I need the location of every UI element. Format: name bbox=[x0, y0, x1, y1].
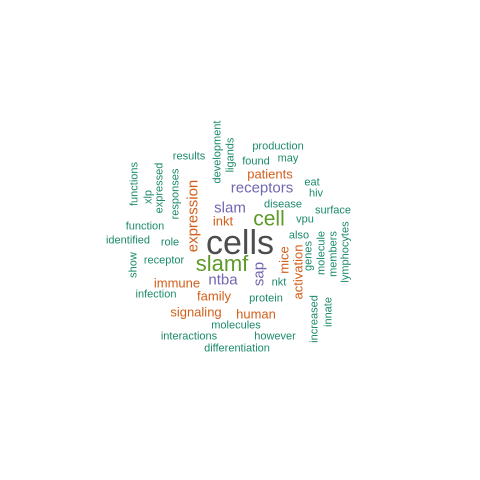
word-receptor: receptor bbox=[143, 254, 185, 267]
word-role: role bbox=[160, 236, 180, 249]
word-ntba: ntba bbox=[208, 271, 238, 289]
word-development: development bbox=[211, 120, 224, 184]
word-immune: immune bbox=[153, 275, 201, 291]
word-mice: mice bbox=[276, 246, 292, 274]
word-function: function bbox=[125, 220, 165, 233]
word-lymphocytes: lymphocytes bbox=[339, 221, 352, 283]
word-functions: functions bbox=[128, 161, 141, 207]
word-protein: protein bbox=[249, 292, 283, 305]
word-receptors: receptors bbox=[230, 179, 294, 197]
word-disease: disease bbox=[264, 198, 302, 211]
word-genes: genes bbox=[302, 241, 315, 271]
word-slamf: slamf bbox=[195, 251, 249, 276]
word-increased: increased bbox=[308, 295, 321, 343]
word-expressed: expressed bbox=[153, 162, 166, 214]
word-inkt: inkt bbox=[212, 213, 234, 229]
word-found: found bbox=[242, 155, 270, 168]
word-surface: surface bbox=[314, 204, 352, 217]
word-patients: patients bbox=[247, 166, 293, 182]
word-also: also bbox=[288, 229, 310, 242]
word-innate: innate bbox=[322, 297, 335, 327]
word-however: however bbox=[254, 330, 296, 343]
word-ligands: ligands bbox=[224, 137, 237, 173]
word-eat: eat bbox=[304, 176, 320, 189]
word-infection: infection bbox=[135, 288, 177, 301]
word-vpu: vpu bbox=[296, 213, 314, 226]
word-family: family bbox=[197, 288, 231, 304]
word-show: show bbox=[127, 252, 140, 278]
word-cell: cell bbox=[253, 207, 285, 231]
word-members: members bbox=[327, 231, 340, 277]
word-expression: expression bbox=[184, 179, 202, 253]
word-results: results bbox=[172, 150, 206, 163]
word-responses: responses bbox=[169, 168, 182, 220]
word-molecules: molecules bbox=[211, 319, 261, 332]
word-may: may bbox=[277, 152, 299, 165]
word-interactions: interactions bbox=[160, 330, 218, 343]
word-nkt: nkt bbox=[271, 276, 287, 289]
word-human: human bbox=[236, 306, 276, 322]
word-differentiation: differentiation bbox=[204, 342, 270, 355]
word-signaling: signaling bbox=[170, 304, 222, 320]
word-production: production bbox=[252, 140, 304, 153]
word-identified: identified bbox=[105, 234, 151, 247]
word-sap: sap bbox=[250, 261, 268, 287]
word-cells: cells bbox=[205, 224, 275, 262]
word-hiv: hiv bbox=[308, 187, 324, 200]
word-slam: slam bbox=[214, 199, 246, 217]
word-molecule: molecule bbox=[315, 230, 328, 276]
